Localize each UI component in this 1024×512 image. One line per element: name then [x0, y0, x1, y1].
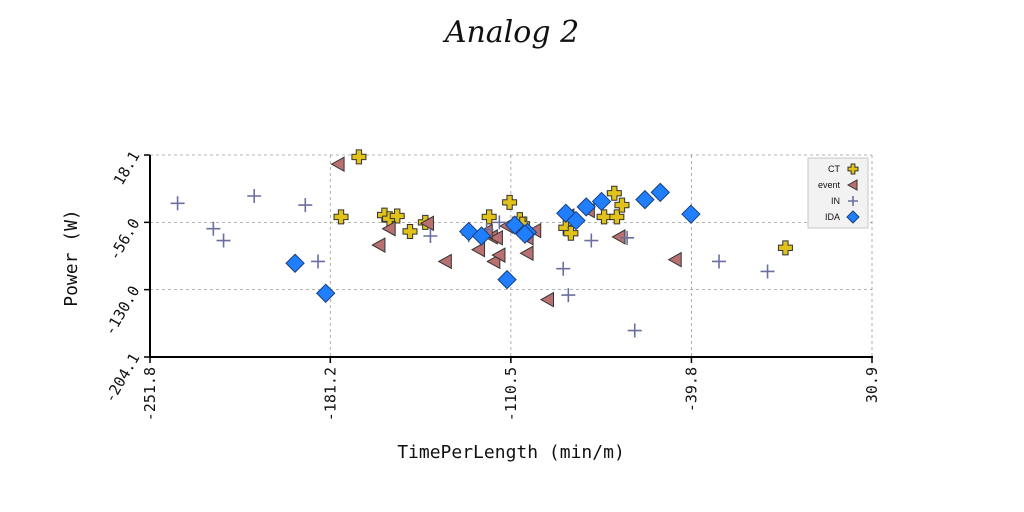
x-tick-label: 30.9 — [863, 367, 881, 403]
data-point — [650, 182, 670, 203]
data-point — [515, 224, 535, 244]
data-point — [216, 233, 231, 248]
data-point — [760, 264, 775, 279]
data-point — [170, 196, 185, 211]
data-point — [206, 221, 221, 236]
data-points — [170, 149, 793, 338]
data-point — [330, 156, 345, 173]
chart-title: Analog 2 — [442, 15, 579, 50]
data-point — [591, 191, 612, 212]
data-point — [777, 240, 793, 256]
data-point — [491, 247, 506, 263]
data-point — [459, 221, 479, 242]
data-point — [681, 204, 701, 224]
data-point — [247, 189, 262, 203]
data-point — [311, 254, 326, 269]
data-point — [556, 203, 576, 223]
data-point — [627, 323, 642, 338]
data-point — [614, 197, 630, 213]
data-point — [606, 185, 622, 201]
data-point — [566, 210, 586, 231]
data-point — [712, 254, 727, 269]
data-point — [556, 261, 571, 276]
data-point — [609, 209, 625, 225]
legend-marker — [847, 163, 859, 175]
data-point — [488, 229, 503, 246]
data-point — [423, 229, 438, 243]
data-point — [285, 253, 305, 273]
data-point — [497, 269, 517, 290]
y-tick-label: -56.0 — [105, 215, 143, 263]
x-tick-label: -251.8 — [141, 367, 159, 421]
data-point — [492, 215, 507, 230]
data-point — [596, 209, 612, 225]
y-tick-label: 18.1 — [110, 148, 144, 188]
legend-label: CT — [828, 164, 840, 174]
legend-marker — [846, 210, 860, 224]
data-point — [620, 230, 635, 245]
data-point — [402, 223, 418, 239]
x-tick-label: -110.5 — [502, 367, 520, 421]
x-axis-label: TimePerLength (min/m) — [397, 442, 625, 463]
y-axis-label: Power (W) — [61, 209, 82, 307]
grid — [150, 154, 873, 357]
data-point — [471, 226, 492, 246]
legend-label: IN — [831, 196, 840, 206]
data-point — [519, 245, 534, 262]
data-point — [611, 229, 626, 245]
x-tick-label: -181.2 — [321, 367, 339, 421]
data-point — [667, 251, 682, 268]
legend-marker — [846, 179, 858, 191]
data-point — [576, 197, 596, 217]
y-tick-label: -204.1 — [101, 350, 144, 406]
data-point — [419, 215, 434, 232]
data-point — [561, 288, 576, 303]
data-point — [437, 253, 452, 270]
data-point — [481, 209, 497, 225]
data-point — [351, 149, 367, 165]
legend-marker — [848, 196, 858, 206]
data-point — [635, 189, 655, 210]
x-tick-label: -39.8 — [682, 367, 700, 412]
series-ct — [333, 149, 793, 256]
legend: CT event IN IDA — [807, 157, 869, 229]
data-point — [371, 237, 386, 253]
data-point — [504, 215, 525, 235]
x-tick-labels: -251.8 -181.2 -110.5 -39.8 30.9 — [141, 357, 881, 421]
data-point — [584, 233, 599, 248]
data-point — [539, 291, 555, 308]
data-point — [381, 220, 396, 237]
y-tick-label: -130.0 — [101, 283, 144, 339]
legend-label: IDA — [825, 212, 840, 222]
series-ida — [285, 182, 701, 303]
data-point — [298, 198, 313, 213]
data-point — [316, 283, 336, 303]
data-point — [502, 194, 518, 210]
data-point — [389, 208, 405, 224]
data-point — [563, 225, 579, 241]
data-point — [470, 241, 486, 258]
data-point — [333, 209, 349, 225]
series-in — [170, 189, 775, 338]
legend-label: event — [818, 180, 841, 190]
